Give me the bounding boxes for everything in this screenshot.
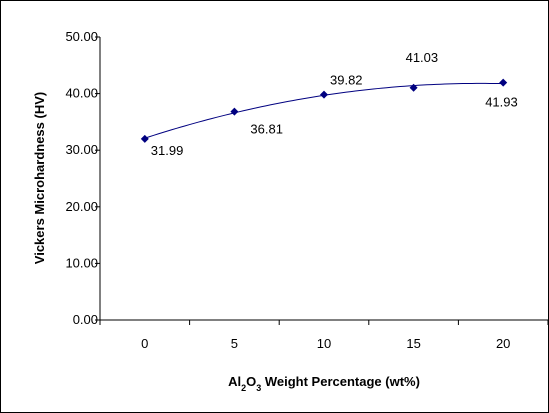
x-axis-ticks: 0 5 10 15 20: [99, 320, 549, 351]
x-axis-title-part: Al: [228, 374, 241, 389]
y-tick-label: 10.00: [65, 255, 98, 270]
x-axis-title-part: 2: [241, 383, 246, 393]
axes: [99, 37, 548, 321]
data-point-marker: [499, 78, 508, 87]
y-tick-label: 20.00: [65, 199, 98, 214]
data-point-marker: [230, 107, 239, 116]
x-axis-title-part: Weight Percentage (wt%): [261, 374, 420, 389]
data-point-marker: [140, 134, 149, 143]
x-axis-title-part: 3: [256, 383, 261, 393]
x-tick-label: 0: [141, 336, 148, 351]
y-tick-label: 0.00: [73, 312, 98, 327]
data-point-marker: [320, 90, 328, 99]
data-label: 39.82: [330, 73, 363, 88]
data-label: 41.03: [406, 50, 439, 65]
x-tick-label: 5: [231, 336, 238, 351]
y-tick-label: 50.00: [65, 29, 98, 44]
data-label: 41.93: [485, 95, 518, 110]
y-axis-title: Vickers Microhardness (HV): [32, 92, 47, 264]
x-axis-title-part: O: [246, 374, 256, 389]
x-axis-title: Al2O3 Weight Percentage (wt%): [228, 374, 420, 393]
data-labels: 31.99 36.81 39.82 41.03 41.93: [151, 50, 518, 158]
y-tick-label: 40.00: [65, 86, 98, 101]
data-label: 31.99: [151, 143, 184, 158]
data-markers: [140, 78, 508, 143]
x-tick-label: 15: [406, 336, 420, 351]
data-label: 36.81: [250, 122, 283, 137]
data-point-marker: [409, 83, 418, 92]
y-tick-label: 30.00: [65, 142, 98, 157]
x-tick-label: 20: [496, 336, 510, 351]
x-tick-label: 10: [317, 336, 331, 351]
y-axis-ticks: 0.00 10.00 20.00 30.00 40.00 50.00: [65, 29, 100, 327]
